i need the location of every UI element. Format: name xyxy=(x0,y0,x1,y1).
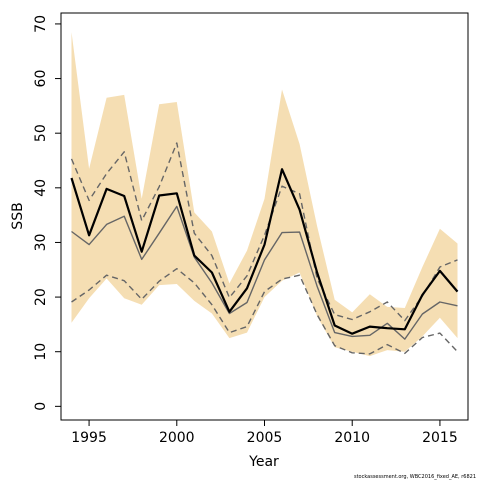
y-axis: 0 10 20 30 40 50 60 70 xyxy=(33,15,61,411)
y-tick-label: 10 xyxy=(33,343,49,361)
series-line-3 xyxy=(70,142,458,322)
x-tick-label: 2005 xyxy=(247,430,283,446)
x-axis: 1995 2000 2005 2010 2015 xyxy=(71,420,458,446)
x-tick-label: 2015 xyxy=(422,430,458,446)
y-tick-label: 40 xyxy=(33,179,49,197)
x-tick-label: 2000 xyxy=(159,430,195,446)
credit-text: stockassessment.org, WBC2016_fixed_AE, r… xyxy=(354,474,476,480)
x-axis-label: Year xyxy=(248,454,279,470)
y-tick-label: 0 xyxy=(33,402,49,411)
plot-area xyxy=(70,32,459,357)
series-line-1 xyxy=(70,168,459,335)
y-axis-label: SSB xyxy=(10,202,26,229)
y-tick-label: 70 xyxy=(33,15,49,33)
confidence-band xyxy=(71,32,458,357)
y-tick-label: 30 xyxy=(33,234,49,252)
x-tick-label: 1995 xyxy=(71,430,107,446)
y-tick-label: 50 xyxy=(33,124,49,142)
y-tick-label: 20 xyxy=(33,288,49,306)
y-tick-label: 60 xyxy=(33,70,49,88)
x-tick-label: 2010 xyxy=(334,430,370,446)
